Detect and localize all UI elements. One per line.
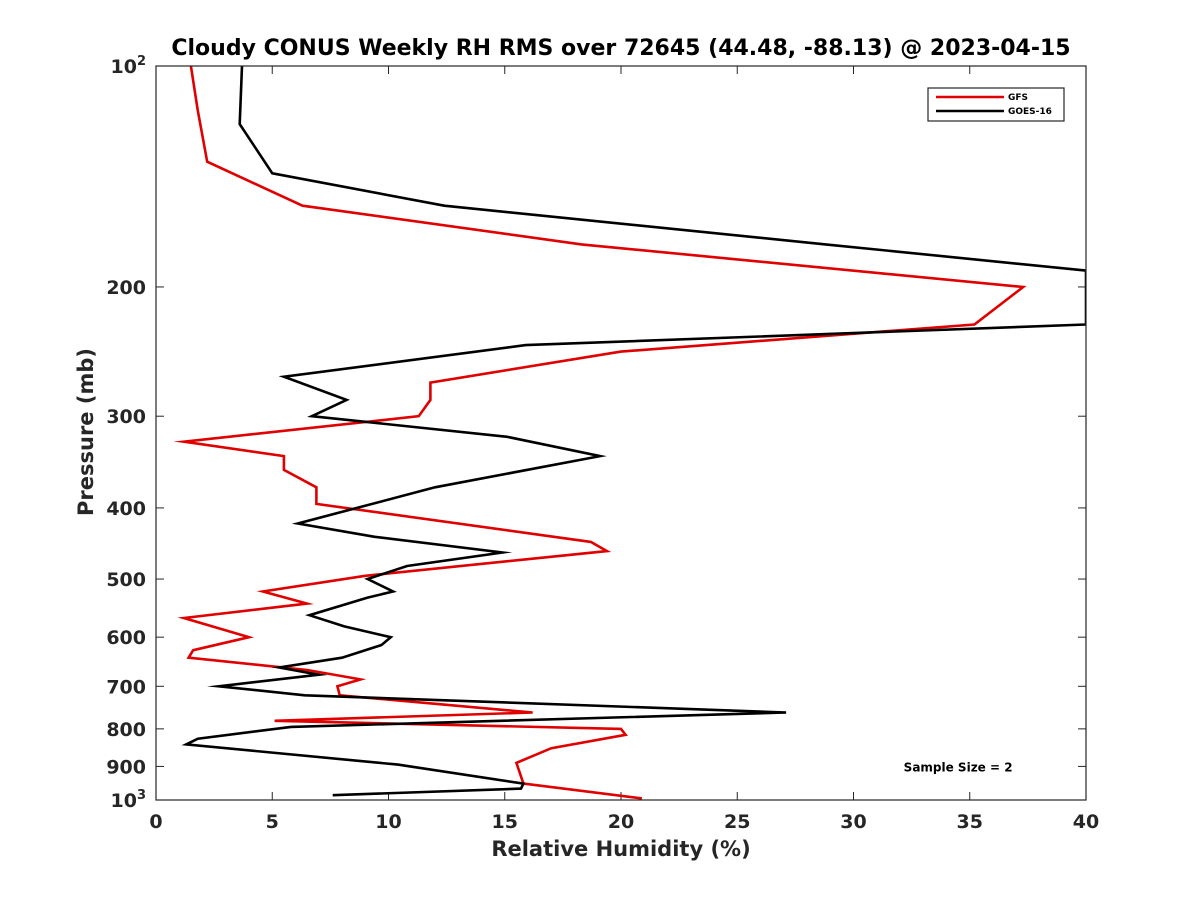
y-tick-label: 500	[106, 569, 146, 591]
y-axis-label: Pressure (mb)	[74, 348, 98, 516]
y-decade-tick-label: 103	[111, 788, 147, 812]
x-tick-label: 10	[375, 811, 401, 833]
x-tick-label: 30	[840, 811, 866, 833]
y-decade-tick-label: 102	[111, 54, 147, 78]
legend-entry-label: GOES-16	[1008, 107, 1052, 117]
series-layer	[173, 66, 1086, 800]
sample-size-annotation: Sample Size = 2	[904, 760, 1013, 774]
x-tick-label: 5	[266, 811, 279, 833]
x-tick-label: 40	[1073, 811, 1099, 833]
y-tick-label: 700	[106, 676, 146, 698]
x-tick-label: 0	[149, 811, 162, 833]
legend-entry-label: GFS	[1008, 93, 1028, 103]
plot-frame	[155, 65, 1087, 801]
legend: GFS GOES-16	[927, 87, 1065, 122]
y-tick-label: 600	[106, 627, 146, 649]
y-axis-ticks: 200 300 400 500 600 700 800 900 102 103	[106, 54, 1086, 812]
y-tick-label: 200	[106, 277, 146, 299]
series-line-goes-16	[181, 66, 1086, 797]
x-axis-label: Relative Humidity (%)	[491, 837, 750, 861]
x-axis-ticks: 0 5 10 15 20 25 30 35 40	[149, 66, 1099, 833]
series-line-gfs	[173, 66, 1027, 800]
legend-box	[927, 87, 1065, 122]
chart-title: Cloudy CONUS Weekly RH RMS over 72645 (4…	[171, 36, 1070, 61]
y-tick-label: 400	[106, 498, 146, 520]
y-tick-label: 300	[106, 406, 146, 428]
x-tick-label: 15	[492, 811, 518, 833]
y-tick-label: 900	[106, 756, 146, 778]
x-tick-label: 25	[724, 811, 750, 833]
x-tick-label: 35	[957, 811, 983, 833]
x-tick-label: 20	[608, 811, 634, 833]
y-tick-label: 800	[106, 719, 146, 741]
